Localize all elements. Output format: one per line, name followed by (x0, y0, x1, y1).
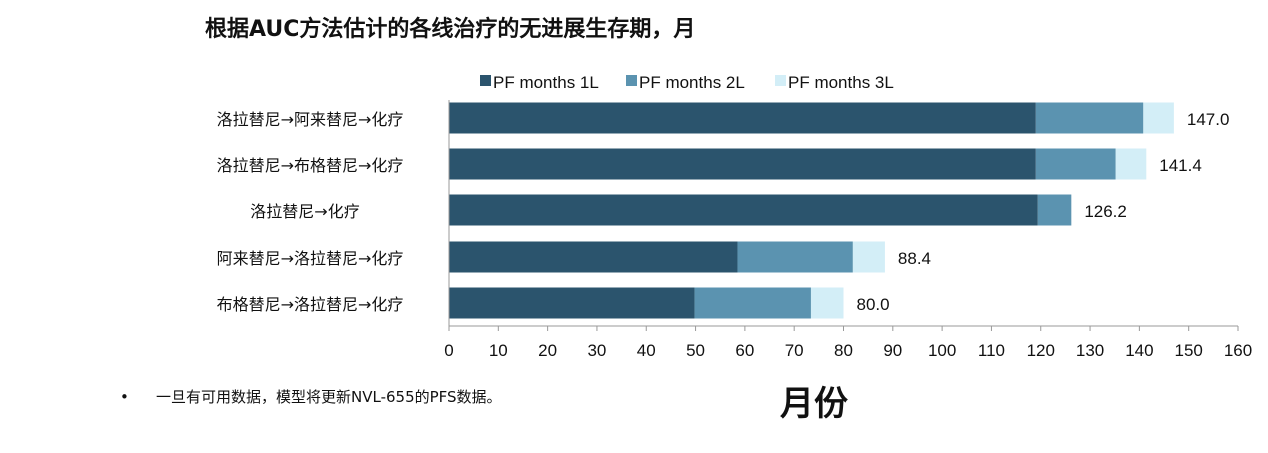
x-tick-label-9: 90 (883, 341, 902, 360)
category-label-3: 洛拉替尼→化疗 (250, 202, 359, 221)
total-label-2: 141.4 (1159, 156, 1202, 175)
x-tick-label-7: 70 (785, 341, 804, 360)
legend-swatch-1 (480, 75, 491, 86)
bar-segment-5-2 (694, 287, 811, 319)
x-tick-label-15: 150 (1175, 341, 1203, 360)
total-label-1: 147.0 (1187, 110, 1230, 129)
bar-segment-4-2 (737, 241, 853, 273)
legend-label-3: PF months 3L (788, 73, 894, 92)
bar-segment-1-2 (1035, 102, 1144, 134)
footnote: • 一旦有可用数据，模型将更新NVL-655的PFS数据。 (120, 386, 502, 407)
bullet-marker: • (120, 388, 129, 406)
legend: PF months 1L PF months 2L PF months 3L (480, 73, 894, 92)
x-axis: 0 10 20 30 40 50 60 70 80 90 100 110 120 130 140 150 160 (444, 100, 1252, 360)
legend-swatch-2 (626, 75, 637, 86)
legend-label-2: PF months 2L (639, 73, 745, 92)
x-tick-label-5: 50 (686, 341, 705, 360)
bar-segment-3-2 (1037, 194, 1072, 226)
bar-segment-2-2 (1035, 148, 1116, 180)
category-labels: 洛拉替尼→阿来替尼→化疗洛拉替尼→布格替尼→化疗洛拉替尼→化疗阿来替尼→洛拉替尼… (217, 110, 404, 314)
stacked-bar-chart: PF months 1L PF months 2L PF months 3L 洛拉替… (217, 73, 1253, 360)
x-tick-label-10: 100 (928, 341, 956, 360)
bar-segment-3-1 (449, 194, 1038, 226)
x-tick-label-6: 60 (735, 341, 754, 360)
bar-segment-2-3 (1115, 148, 1147, 180)
x-tick-label-8: 80 (834, 341, 853, 360)
category-label-1: 洛拉替尼→阿来替尼→化疗 (217, 110, 404, 129)
x-tick-label-4: 40 (637, 341, 656, 360)
footnote-text: 一旦有可用数据，模型将更新NVL-655的PFS数据。 (156, 388, 502, 406)
total-label-5: 80.0 (857, 295, 890, 314)
x-tick-label-13: 130 (1076, 341, 1104, 360)
x-tick-label-16: 160 (1224, 341, 1252, 360)
x-tick-label-3: 30 (587, 341, 606, 360)
x-tick-label-14: 140 (1125, 341, 1153, 360)
x-tick-label-0: 0 (444, 341, 453, 360)
category-label-5: 布格替尼→洛拉替尼→化疗 (217, 295, 404, 314)
bar-segment-1-1 (449, 102, 1036, 134)
bar-segment-4-1 (449, 241, 738, 273)
x-tick-label-12: 120 (1027, 341, 1055, 360)
category-label-2: 洛拉替尼→布格替尼→化疗 (217, 156, 404, 175)
bar-segment-5-1 (449, 287, 695, 319)
x-tick-label-2: 20 (538, 341, 557, 360)
total-label-3: 126.2 (1084, 202, 1127, 221)
x-tick-label-11: 110 (978, 341, 1005, 360)
category-label-4: 阿来替尼→洛拉替尼→化疗 (217, 249, 404, 268)
x-axis-title: 月份 (780, 384, 848, 424)
bar-segment-1-3 (1143, 102, 1174, 134)
bars (449, 102, 1174, 319)
x-tick-label-1: 10 (489, 341, 508, 360)
chart-title: 根据AUC方法估计的各线治疗的无进展生存期，月 (205, 17, 696, 42)
total-label-4: 88.4 (898, 249, 931, 268)
total-labels: 147.0 141.4 126.2 88.4 80.0 (857, 110, 1230, 314)
legend-label-1: PF months 1L (493, 73, 599, 92)
bar-segment-5-3 (810, 287, 844, 319)
legend-swatch-3 (775, 75, 786, 86)
bar-segment-4-3 (852, 241, 885, 273)
bar-segment-2-1 (449, 148, 1036, 180)
